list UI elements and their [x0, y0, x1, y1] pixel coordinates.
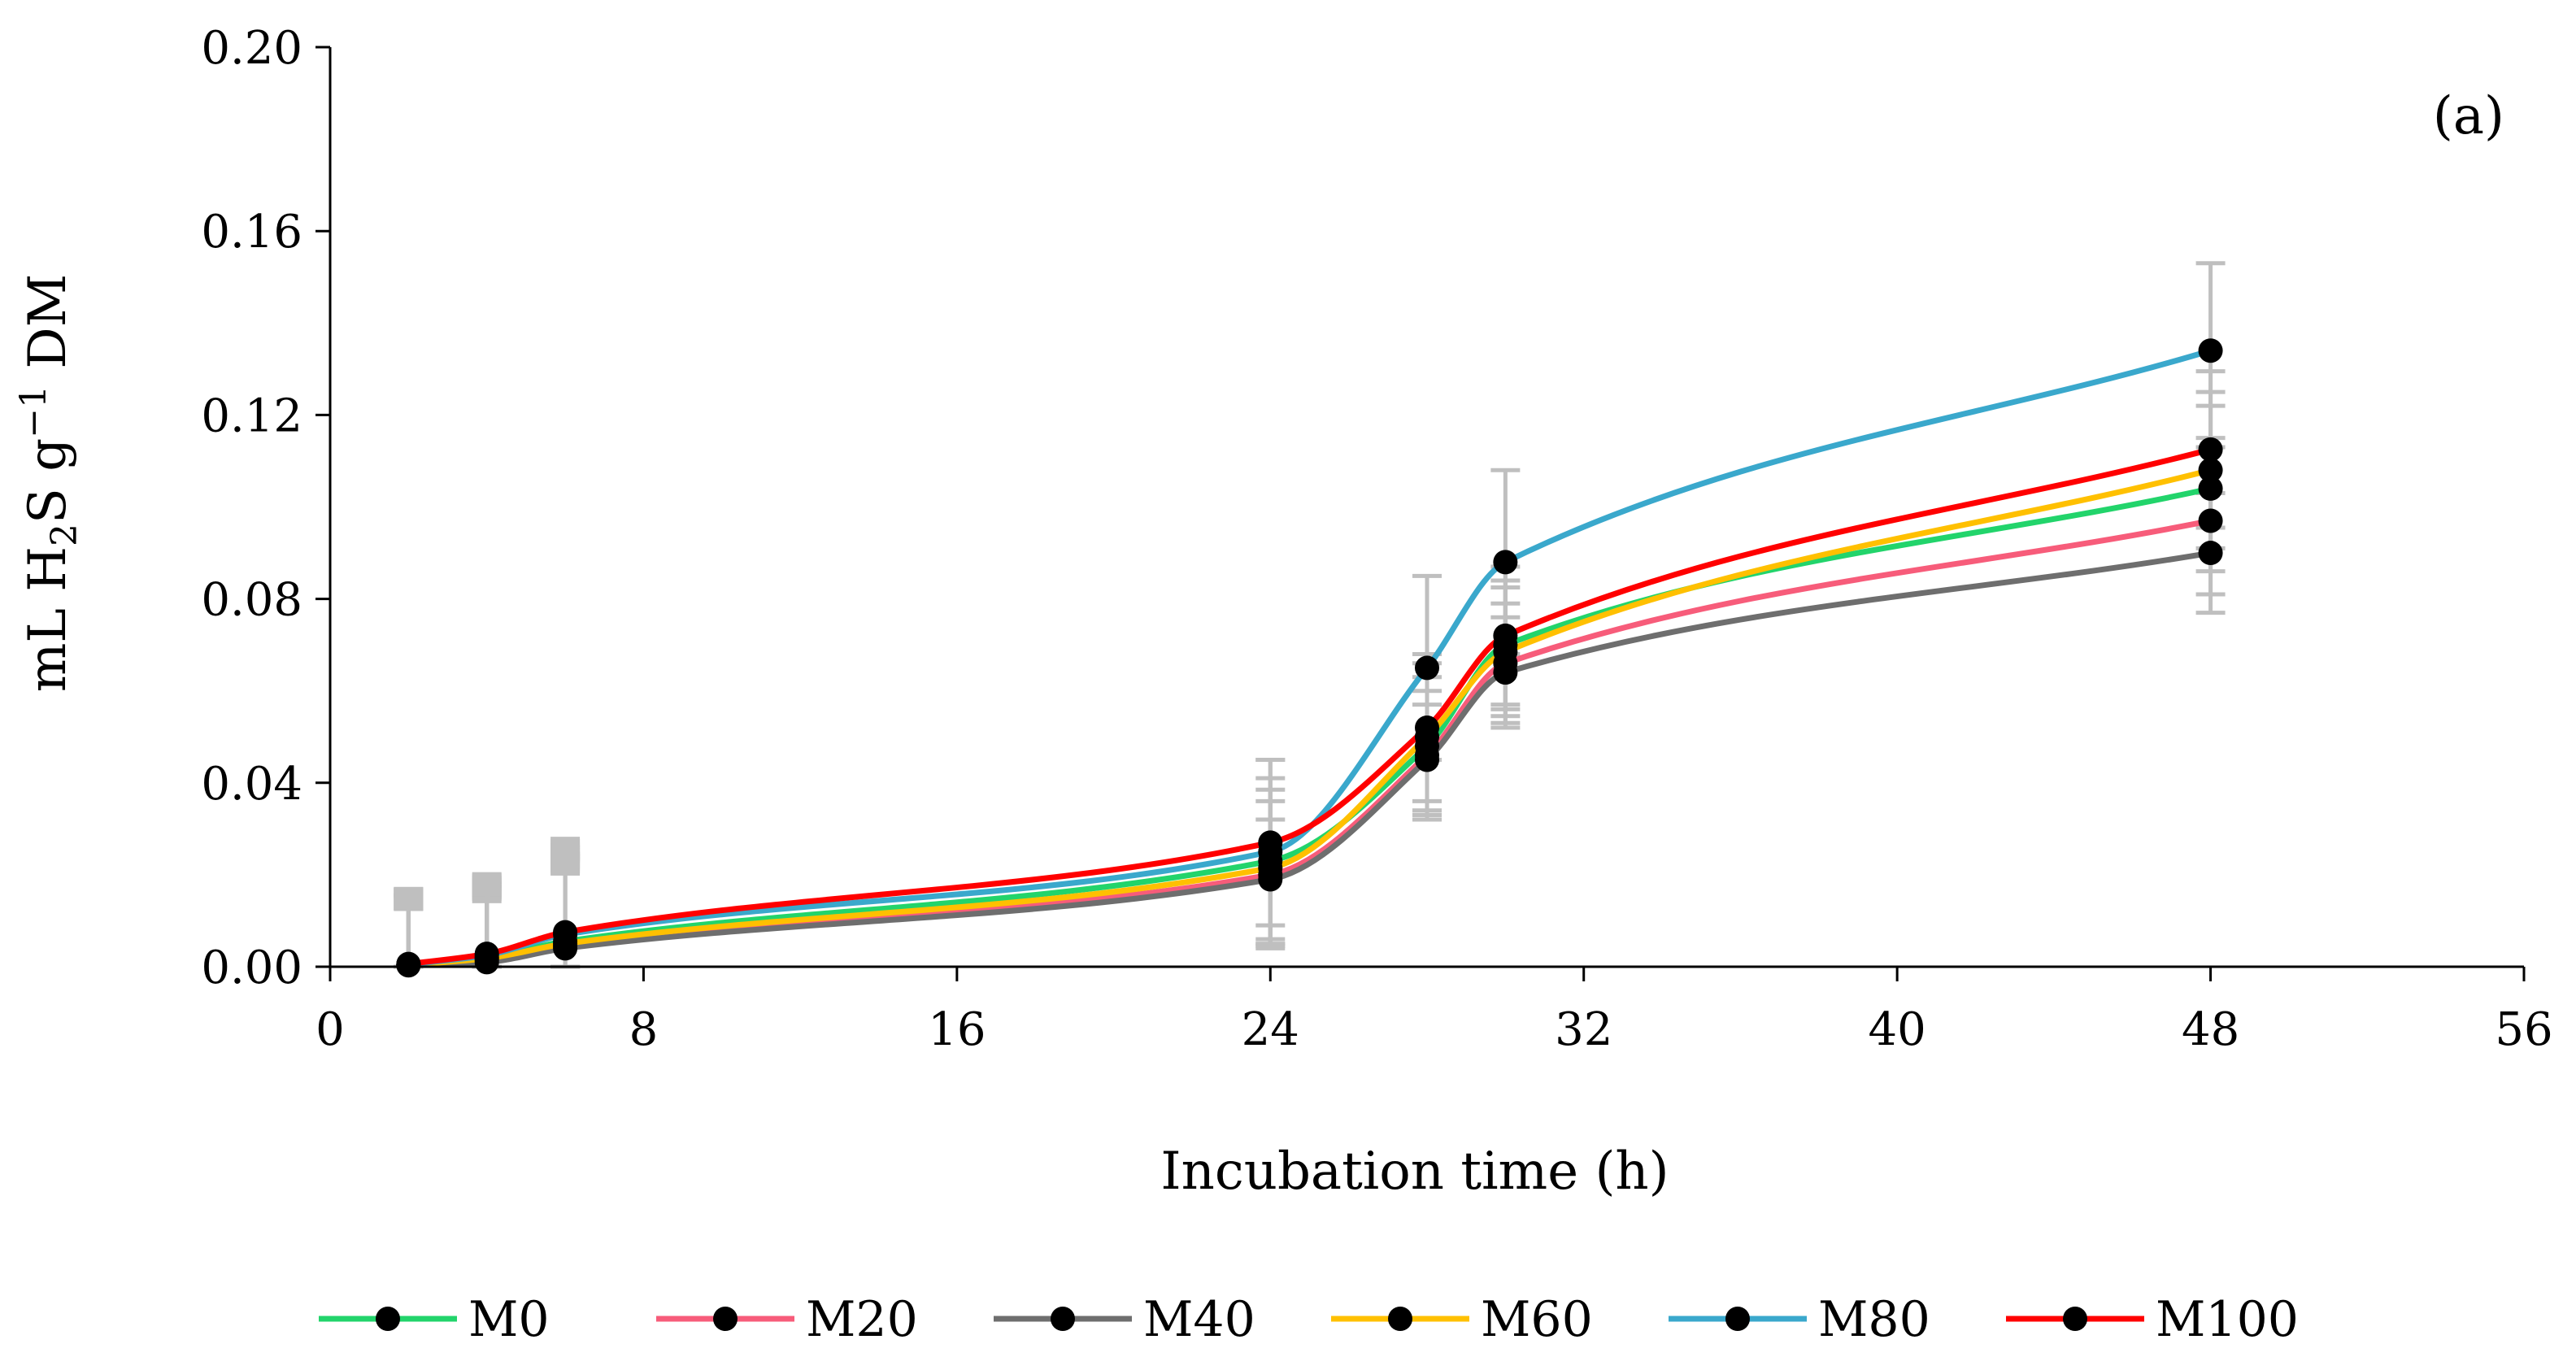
- series-line-m60: [408, 467, 2212, 968]
- y-tick-label: 0.12: [201, 389, 302, 442]
- tick-labels: 0.00 0.04 0.08 0.12 0.16 0.20 0 8 16 24 32 40 48 56: [201, 22, 2552, 1056]
- legend-label-m60: M60: [1481, 1291, 1593, 1348]
- data-point-m40: [1493, 660, 1518, 685]
- data-point-m100: [1493, 623, 1518, 648]
- y-axis-title-superscript: −1: [13, 385, 54, 438]
- y-tick-label: 0.00: [201, 942, 302, 994]
- panel-label: (a): [2433, 86, 2504, 146]
- x-tick-label: 40: [1869, 1003, 1926, 1056]
- data-point-m40: [2198, 541, 2223, 566]
- y-axis-title: mL H2S g−1 DM: [13, 274, 85, 693]
- y-axis-title-suffix: DM: [18, 274, 78, 385]
- data-point-m40: [1415, 747, 1439, 772]
- data-point-m100: [1258, 830, 1283, 855]
- x-tick-label: 0: [315, 1003, 345, 1056]
- data-point-m80: [1415, 655, 1439, 681]
- legend-marker-m60: [1388, 1307, 1412, 1331]
- y-tick-label: 0.04: [201, 758, 302, 811]
- x-tick-label: 8: [629, 1003, 659, 1056]
- y-tick-label: 0.08: [201, 574, 302, 627]
- legend-marker-m40: [1051, 1307, 1075, 1331]
- x-tick-label: 24: [1242, 1003, 1299, 1056]
- data-point-m0: [2198, 476, 2223, 501]
- series-line-m80: [407, 347, 2212, 968]
- legend-marker-m20: [713, 1307, 738, 1331]
- y-axis-title-prefix: mL H: [18, 546, 78, 692]
- error-bar-square: [394, 886, 424, 910]
- data-point-m100: [396, 951, 421, 976]
- y-tick-label: 0.16: [201, 206, 302, 259]
- y-tick-label: 0.20: [201, 22, 302, 75]
- x-axis-title: Incubation time (h): [1160, 1142, 1669, 1202]
- error-bar-square: [472, 872, 502, 895]
- series-lines: [407, 347, 2212, 968]
- series-line-m20: [408, 518, 2212, 968]
- y-axis-title-subscript: 2: [44, 524, 85, 546]
- series-line-m100: [407, 446, 2212, 968]
- axes: [315, 46, 2526, 981]
- y-axis-title-mid: S g: [18, 438, 78, 524]
- data-point-m80: [2198, 338, 2223, 363]
- data-point-m100: [1415, 715, 1439, 740]
- legend-marker-m80: [1725, 1307, 1750, 1331]
- legend-marker-m0: [376, 1307, 400, 1331]
- data-point-m100: [553, 920, 578, 945]
- data-point-m20: [2198, 508, 2223, 533]
- x-tick-label: 56: [2495, 1003, 2552, 1056]
- error-bar-square: [550, 837, 581, 860]
- legend-marker-m100: [2063, 1307, 2087, 1331]
- data-point-m80: [1493, 550, 1518, 575]
- series-line-m40: [408, 550, 2212, 968]
- data-markers: [396, 338, 2223, 978]
- legend-label-m20: M20: [806, 1291, 918, 1348]
- data-point-m60: [2198, 458, 2223, 483]
- legend-label-m40: M40: [1143, 1291, 1255, 1348]
- legend-label-m0: M0: [468, 1291, 550, 1348]
- x-tick-label: 32: [1555, 1003, 1612, 1056]
- x-tick-label: 48: [2182, 1003, 2239, 1056]
- legend-label-m80: M80: [1818, 1291, 1930, 1348]
- series-line-m0: [408, 485, 2212, 968]
- x-tick-label: 16: [928, 1003, 986, 1056]
- legend-label-m100: M100: [2156, 1291, 2299, 1348]
- data-point-m100: [474, 942, 499, 967]
- data-point-m100: [2198, 437, 2223, 462]
- legend: M0 M20 M40 M60 M80 M100: [319, 1291, 2299, 1348]
